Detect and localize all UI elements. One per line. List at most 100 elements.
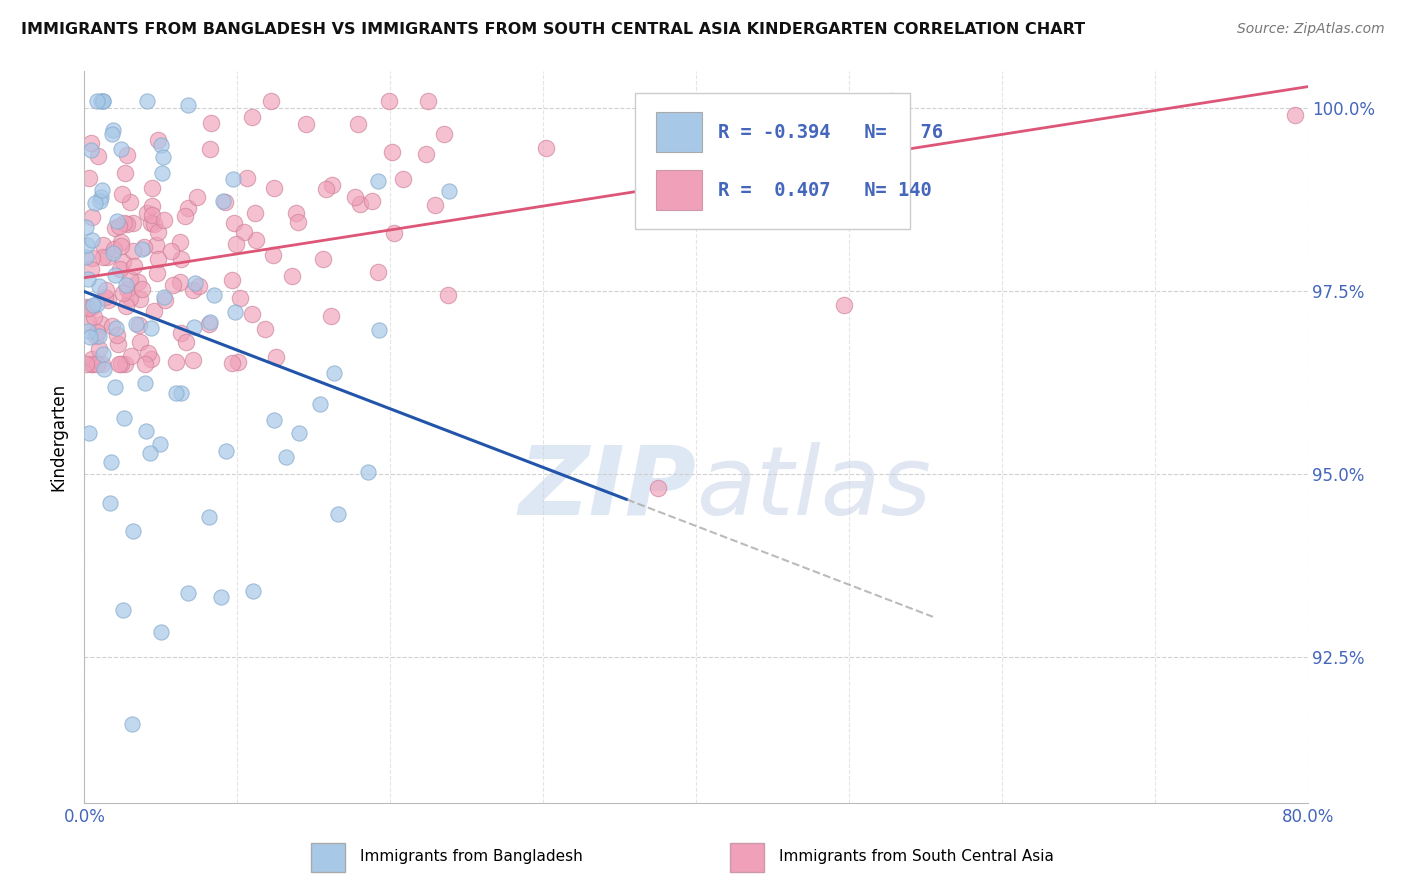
Point [222,172,245,186]
Point [87,328,110,343]
Point [212,194,235,208]
Point [122,259,145,273]
Point [86,94,108,108]
Point [98,495,121,509]
Point [101,127,124,141]
Point [117,218,139,232]
Point [112,254,135,268]
Point [197,510,219,524]
Point [263,181,285,195]
Point [437,184,460,198]
Point [287,426,309,441]
Point [75,220,97,235]
Point [82,357,104,371]
Point [103,242,125,256]
Point [198,317,221,331]
Point [165,355,187,369]
Point [134,376,156,390]
Point [221,273,243,287]
Point [169,235,191,249]
Text: Immigrants from South Central Asia: Immigrants from South Central Asia [779,848,1054,863]
Point [174,209,197,223]
FancyBboxPatch shape [655,170,702,211]
Point [209,590,232,604]
Point [110,235,132,249]
Point [90,317,112,331]
Point [136,206,159,220]
Point [285,206,308,220]
Point [89,194,111,209]
Point [91,357,114,371]
Point [240,307,263,321]
Point [276,450,298,465]
Point [121,717,143,731]
Point [145,238,167,252]
Text: atlas: atlas [696,442,931,535]
Point [183,319,205,334]
Point [150,138,173,153]
Point [229,291,252,305]
Point [91,94,114,108]
Point [129,293,152,307]
Point [281,268,304,283]
Point [170,252,193,267]
Point [115,148,138,162]
Text: IMMIGRANTS FROM BANGLADESH VS IMMIGRANTS FROM SOUTH CENTRAL ASIA KINDERGARTEN CO: IMMIGRANTS FROM BANGLADESH VS IMMIGRANTS… [21,22,1085,37]
Point [120,195,142,210]
Point [326,508,349,522]
Point [90,183,112,197]
Point [84,329,107,343]
Point [221,356,243,370]
Point [319,310,342,324]
Point [115,299,138,313]
Point [1284,108,1306,122]
Point [215,443,238,458]
Point [101,319,124,334]
Point [153,293,176,307]
Point [198,142,221,156]
Point [152,213,174,227]
Point [79,301,101,316]
Point [264,350,287,364]
Point [128,335,150,350]
Point [224,305,246,319]
Point [242,583,264,598]
Point [100,455,122,469]
Point [76,237,98,252]
Point [381,145,404,159]
Point [105,328,128,343]
Point [110,261,132,276]
Point [425,198,447,212]
Point [97,293,120,307]
Point [378,94,401,108]
Point [93,361,115,376]
Point [108,357,131,371]
Point [243,206,266,220]
Point [165,385,187,400]
Point [104,380,127,394]
Point [108,219,131,234]
Point [384,226,406,240]
Point [357,466,380,480]
Point [121,244,143,258]
Point [124,317,146,331]
Point [83,310,105,325]
Point [132,240,155,254]
Point [139,351,162,366]
Point [107,336,129,351]
Point [82,298,104,312]
Point [311,252,333,266]
Point [233,226,256,240]
Point [146,252,169,266]
Point [104,268,127,283]
Point [253,322,276,336]
Point [139,320,162,334]
Point [82,352,104,367]
Text: R =  0.407   N= 140: R = 0.407 N= 140 [718,181,932,200]
Point [159,244,181,259]
Point [347,117,370,131]
Point [262,247,284,261]
Point [177,97,200,112]
Point [128,318,150,333]
Point [222,216,245,230]
